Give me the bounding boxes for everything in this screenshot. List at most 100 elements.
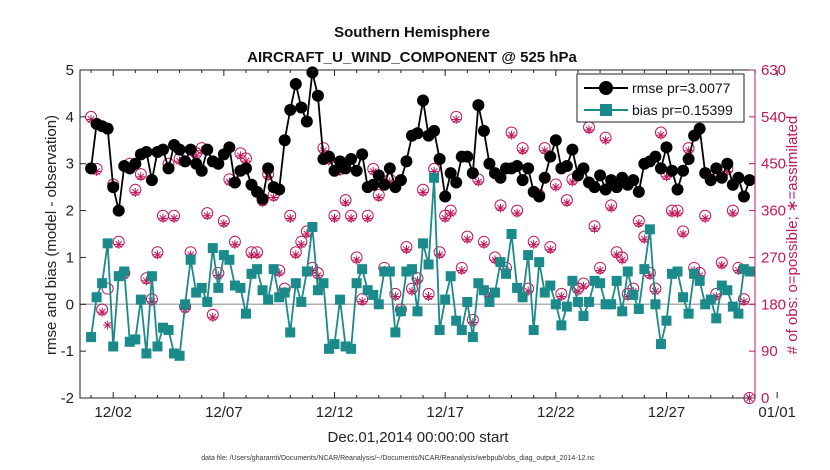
- obs-assimilated-point: [462, 234, 472, 244]
- bias-point: [434, 325, 445, 336]
- y-right-tick-label: 90: [761, 343, 778, 360]
- obs-assimilated-point: [230, 239, 240, 249]
- rmse-point: [588, 181, 601, 194]
- obs-assimilated-point: [97, 307, 107, 317]
- obs-assimilated-point: [285, 213, 295, 223]
- y-tick-label: 2: [66, 203, 74, 220]
- obs-assimilated-point: [733, 265, 743, 275]
- bias-point: [274, 292, 285, 303]
- bias-point: [672, 266, 683, 277]
- bias-point: [329, 339, 340, 350]
- obs-assimilated-point: [263, 172, 273, 182]
- obs-assimilated-point: [401, 245, 411, 255]
- bias-point: [263, 294, 274, 305]
- obs-assimilated-point: [103, 320, 113, 330]
- rmse-point: [560, 160, 573, 173]
- obs-assimilated-point: [213, 271, 223, 281]
- bias-point: [683, 308, 694, 319]
- rmse-point: [483, 157, 496, 170]
- rmse-point: [721, 157, 734, 170]
- obs-assimilated-point: [639, 234, 649, 244]
- bias-point: [667, 268, 678, 279]
- obs-assimilated-point: [540, 146, 550, 156]
- bias-point: [130, 334, 141, 345]
- y-tick-label: 0: [66, 296, 74, 313]
- bias-point: [224, 254, 235, 265]
- y-tick-label: 4: [66, 109, 74, 126]
- bias-point: [661, 315, 672, 326]
- bias-point: [462, 296, 473, 307]
- obs-assimilated-point: [141, 276, 151, 286]
- bias-point: [467, 332, 478, 343]
- bias-point: [157, 322, 168, 333]
- obs-assimilated-point: [114, 239, 124, 249]
- y-right-tick-label: 450: [761, 156, 786, 173]
- bias-point: [163, 325, 174, 336]
- bias-point: [135, 294, 146, 305]
- obs-assimilated-point: [374, 193, 384, 203]
- rmse-point: [378, 178, 391, 191]
- obs-assimilated-point: [86, 114, 96, 124]
- rmse-point: [339, 162, 352, 175]
- rmse-point: [704, 174, 717, 187]
- obs-assimilated-point: [313, 271, 323, 281]
- obs-assimilated-point: [424, 291, 434, 301]
- bias-point: [207, 243, 218, 254]
- bias-point: [600, 299, 611, 310]
- obs-assimilated-point: [247, 250, 257, 260]
- bias-point: [478, 285, 489, 296]
- rmse-point: [677, 164, 690, 177]
- rmse-point: [173, 143, 186, 156]
- obs-assimilated-point: [296, 239, 306, 249]
- bias-point: [384, 266, 395, 277]
- obs-assimilated-point: [512, 208, 522, 218]
- rmse-point: [566, 143, 579, 156]
- obs-assimilated-point: [700, 213, 710, 223]
- obs-assimilated-point: [429, 167, 439, 177]
- obs-assimilated-point: [661, 172, 671, 182]
- bias-point: [213, 282, 224, 293]
- bias-point: [180, 299, 191, 310]
- obs-assimilated-point: [92, 167, 102, 177]
- y-tick-label: -1: [61, 343, 74, 360]
- rmse-point: [129, 157, 142, 170]
- obs-assimilated-point: [219, 219, 229, 229]
- bias-point: [534, 257, 545, 268]
- bias-point: [429, 172, 440, 183]
- rmse-point: [400, 155, 413, 168]
- bias-point: [124, 336, 135, 347]
- obs-assimilated-point: [274, 268, 284, 278]
- bias-point: [523, 250, 534, 261]
- rmse-point: [350, 164, 363, 177]
- obs-assimilated-point: [457, 265, 467, 275]
- bias-point: [539, 287, 550, 298]
- chart-subtitle: AIRCRAFT_U_WIND_COMPONENT @ 525 hPa: [247, 49, 577, 66]
- bias-point: [738, 264, 749, 275]
- rmse-point: [328, 164, 341, 177]
- rmse-point: [477, 124, 490, 137]
- obs-assimilated-point: [623, 291, 633, 301]
- x-tick-label: 12/12: [316, 404, 354, 421]
- x-tick-label: 12/07: [205, 404, 243, 421]
- bias-point: [119, 266, 130, 277]
- rmse-point: [594, 169, 607, 182]
- bias-point: [373, 299, 384, 310]
- bias-point: [572, 296, 583, 307]
- bias-point: [323, 343, 334, 354]
- bias-point: [91, 292, 102, 303]
- obs-assimilated-point: [473, 177, 483, 187]
- bias-point: [218, 250, 229, 261]
- bias-point: [86, 332, 97, 343]
- obs-assimilated-point: [678, 229, 688, 239]
- legend-bias-marker: [600, 104, 612, 116]
- obs-assimilated-point: [241, 156, 251, 166]
- obs-assimilated-point: [202, 211, 212, 221]
- bias-point: [240, 308, 251, 319]
- bias-point: [412, 306, 423, 317]
- obs-assimilated-point: [385, 177, 395, 187]
- bias-point: [301, 266, 312, 277]
- obs-assimilated-point: [252, 250, 262, 260]
- y-right-tick-label: 270: [761, 249, 786, 266]
- bias-point: [606, 299, 617, 310]
- obs-assimilated-point: [368, 167, 378, 177]
